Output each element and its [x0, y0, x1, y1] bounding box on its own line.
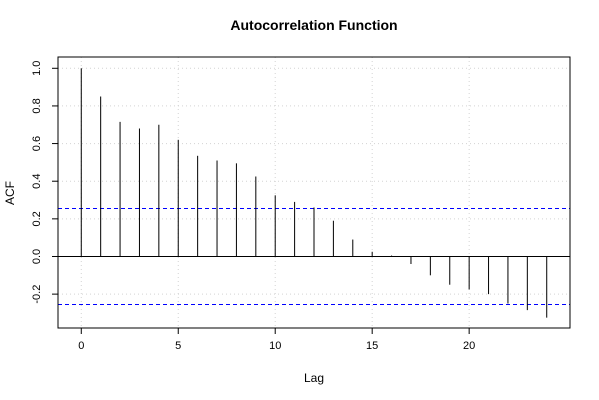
y-tick-label-3: 0.4: [31, 174, 43, 189]
plot-frame: [57, 56, 571, 329]
y-tick-label-1: 0.0: [31, 249, 43, 264]
x-tick-label-2: 10: [269, 340, 281, 352]
y-tick-label-4: 0.6: [31, 136, 43, 151]
y-tick-label-0: -0.2: [31, 285, 43, 304]
x-tick-label-4: 20: [463, 340, 475, 352]
acf-bars: [80, 68, 548, 318]
y-axis-label: ACF: [3, 181, 17, 205]
x-tick-label-1: 5: [175, 340, 181, 352]
x-tick-label-3: 15: [366, 340, 378, 352]
y-tick-label-5: 0.8: [31, 98, 43, 113]
y-tick-label-6: 1.0: [31, 61, 43, 76]
y-axis: -0.2 0.0 0.2 0.4 0.6 0.8 1.0: [31, 61, 59, 304]
grid-layer: [58, 57, 570, 328]
x-axis-label: Lag: [304, 371, 324, 385]
chart-title: Autocorrelation Function: [230, 17, 397, 33]
x-tick-label-0: 0: [78, 340, 84, 352]
y-tick-label-2: 0.2: [31, 211, 43, 226]
x-axis: 0 5 10 15 20: [78, 327, 475, 352]
